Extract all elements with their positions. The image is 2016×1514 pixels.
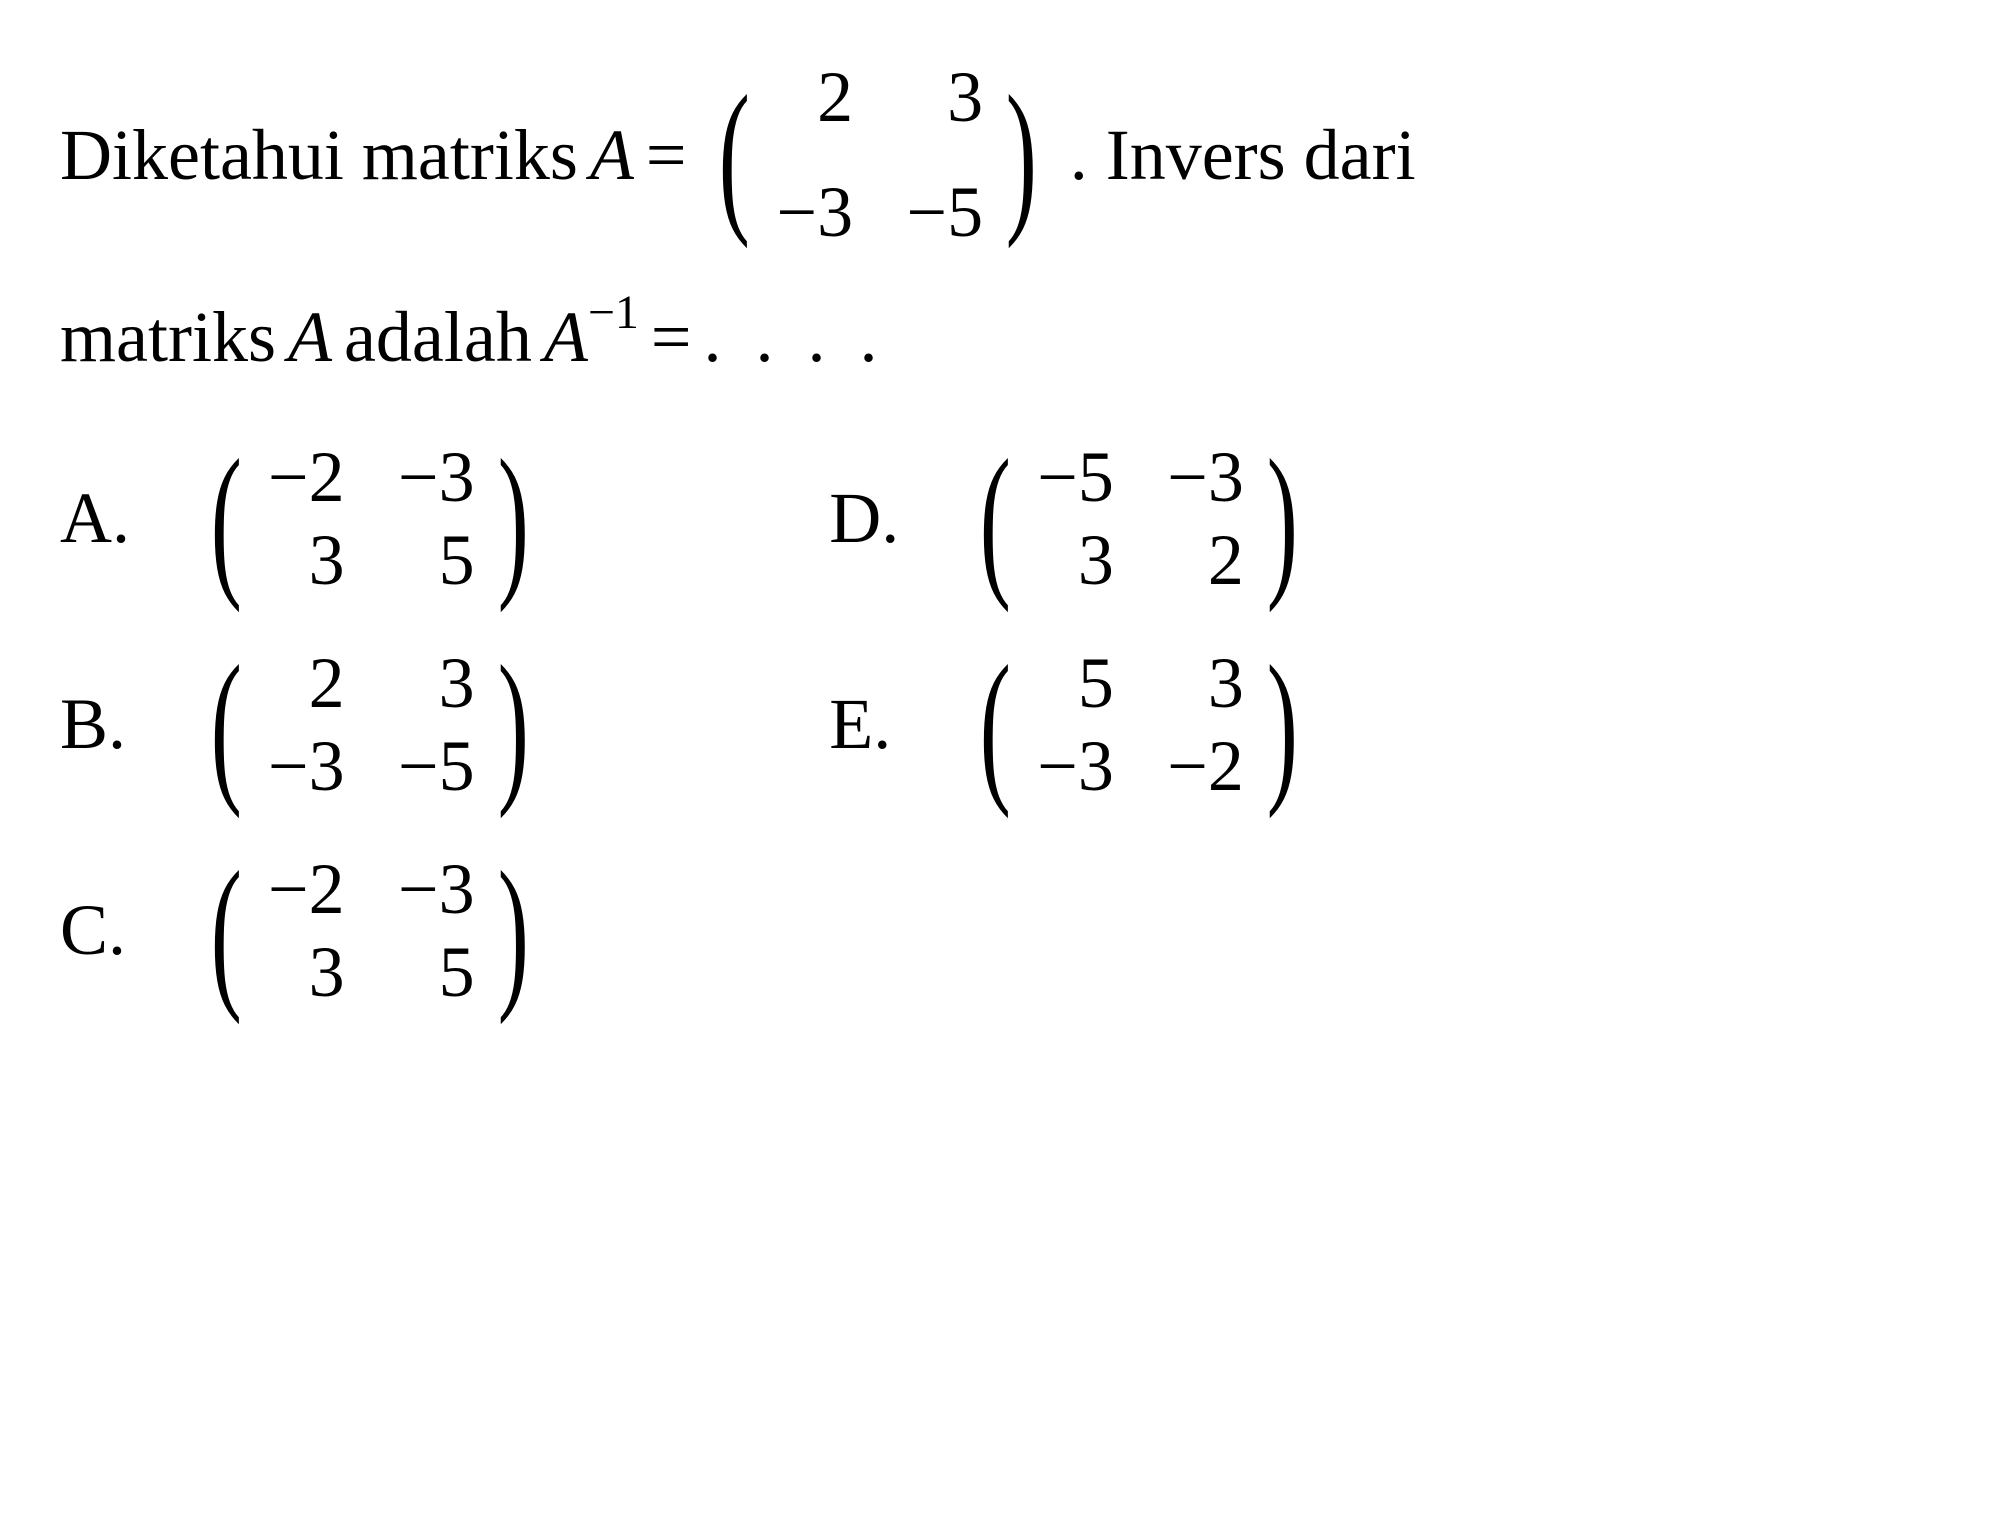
matrix-a-content: 2 3 −3 −5 <box>763 40 993 270</box>
ellipsis-dots: . . . . <box>704 280 886 395</box>
matrix-cell: −5 <box>395 725 475 808</box>
matrix-content: −2 −3 3 5 <box>255 848 485 1014</box>
matrix-row: −2 −3 <box>265 848 475 931</box>
matrix-cell: −5 <box>1034 436 1114 519</box>
matrix-row: −3 −5 <box>265 725 475 808</box>
left-paren-icon: ( <box>980 657 1011 793</box>
matrix-content: −5 −3 3 2 <box>1024 436 1254 602</box>
matrix-cell: −2 <box>1164 725 1244 808</box>
matrix-cell: −3 <box>265 725 345 808</box>
matrix-cell: −5 <box>903 155 983 270</box>
variable-a-inverse: A−1 <box>544 280 639 395</box>
matrix-content: 2 3 −3 −5 <box>255 642 485 808</box>
question-line-1: Diketahui matriks A = ( 2 3 −3 −5 ) . In… <box>60 40 1956 270</box>
right-paren-icon: ) <box>1006 87 1037 223</box>
variable-a: A <box>590 98 634 213</box>
left-paren-icon: ( <box>211 451 242 587</box>
option-e-matrix: ( 5 3 −3 −2 ) <box>959 642 1318 808</box>
option-label-a: A. <box>60 477 150 560</box>
text-invers-dari: . Invers dari <box>1070 98 1416 213</box>
matrix-row: 3 5 <box>265 519 475 602</box>
superscript-minus-1: −1 <box>588 286 639 339</box>
matrix-row: −3 −2 <box>1034 725 1244 808</box>
matrix-row: −5 −3 <box>1034 436 1244 519</box>
right-paren-icon: ) <box>1267 657 1298 793</box>
option-label-d: D. <box>829 477 919 560</box>
option-d: D. ( −5 −3 3 2 ) <box>829 436 1318 602</box>
left-paren-icon: ( <box>211 863 242 999</box>
option-d-matrix: ( −5 −3 3 2 ) <box>959 436 1318 602</box>
matrix-cell: −2 <box>265 848 345 931</box>
matrix-cell: −3 <box>395 848 475 931</box>
right-paren-icon: ) <box>1267 451 1298 587</box>
question-block: Diketahui matriks A = ( 2 3 −3 −5 ) . In… <box>60 40 1956 396</box>
option-b: B. ( 2 3 −3 −5 ) <box>60 642 549 808</box>
option-c-matrix: ( −2 −3 3 5 ) <box>190 848 549 1014</box>
variable-a-2: A <box>288 280 332 395</box>
matrix-cell: 3 <box>903 40 983 155</box>
matrix-cell: 3 <box>395 642 475 725</box>
matrix-cell: −3 <box>1034 725 1114 808</box>
option-a: A. ( −2 −3 3 5 ) <box>60 436 549 602</box>
matrix-row: 2 3 <box>265 642 475 725</box>
matrix-row: −2 −3 <box>265 436 475 519</box>
matrix-cell: −3 <box>773 155 853 270</box>
matrix-a: ( 2 3 −3 −5 ) <box>698 40 1057 270</box>
matrix-cell: 3 <box>1164 642 1244 725</box>
option-label-b: B. <box>60 683 150 766</box>
matrix-content: −2 −3 3 5 <box>255 436 485 602</box>
option-label-e: E. <box>829 683 919 766</box>
matrix-cell: 2 <box>1164 519 1244 602</box>
matrix-row: 3 5 <box>265 931 475 1014</box>
text-matriks: matriks <box>60 280 276 395</box>
left-paren-icon: ( <box>980 451 1011 587</box>
matrix-cell: −3 <box>395 436 475 519</box>
matrix-row: 2 3 <box>773 40 983 155</box>
text-diketahui: Diketahui matriks <box>60 98 578 213</box>
option-e: E. ( 5 3 −3 −2 ) <box>829 642 1318 808</box>
matrix-cell: 2 <box>773 40 853 155</box>
option-b-matrix: ( 2 3 −3 −5 ) <box>190 642 549 808</box>
equals-sign-2: = <box>651 280 692 395</box>
left-paren-icon: ( <box>719 87 750 223</box>
option-a-matrix: ( −2 −3 3 5 ) <box>190 436 549 602</box>
matrix-cell: 5 <box>395 931 475 1014</box>
matrix-cell: 5 <box>1034 642 1114 725</box>
matrix-cell: −3 <box>1164 436 1244 519</box>
equals-sign: = <box>646 98 687 213</box>
option-label-c: C. <box>60 889 150 972</box>
matrix-row: −3 −5 <box>773 155 983 270</box>
options-column-right: D. ( −5 −3 3 2 ) E. ( <box>829 436 1318 1014</box>
options-container: A. ( −2 −3 3 5 ) B. ( <box>60 436 1956 1014</box>
matrix-content: 5 3 −3 −2 <box>1024 642 1254 808</box>
matrix-cell: 2 <box>265 642 345 725</box>
left-paren-icon: ( <box>211 657 242 793</box>
matrix-cell: 5 <box>395 519 475 602</box>
matrix-cell: 3 <box>1034 519 1114 602</box>
matrix-row: 5 3 <box>1034 642 1244 725</box>
question-line-2: matriks A adalah A−1 = . . . . <box>60 280 1956 395</box>
right-paren-icon: ) <box>497 451 528 587</box>
variable-a-inv-base: A <box>544 297 588 377</box>
text-adalah: adalah <box>344 280 532 395</box>
options-column-left: A. ( −2 −3 3 5 ) B. ( <box>60 436 549 1014</box>
matrix-cell: −2 <box>265 436 345 519</box>
matrix-cell: 3 <box>265 931 345 1014</box>
matrix-row: 3 2 <box>1034 519 1244 602</box>
right-paren-icon: ) <box>497 863 528 999</box>
matrix-cell: 3 <box>265 519 345 602</box>
right-paren-icon: ) <box>497 657 528 793</box>
option-c: C. ( −2 −3 3 5 ) <box>60 848 549 1014</box>
